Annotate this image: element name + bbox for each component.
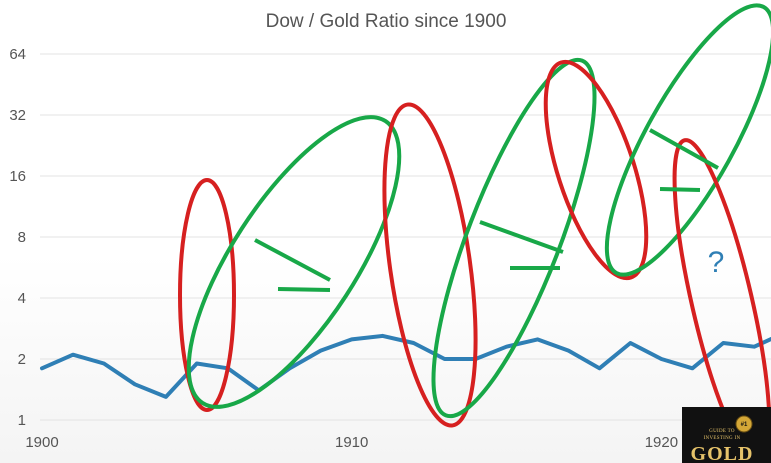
x-tick-label: 1910 [335, 434, 368, 451]
green-tick-2 [479, 220, 564, 254]
green-tick-3-base [659, 187, 701, 192]
logo-line2: INVESTING IN [704, 436, 741, 441]
data-point [319, 349, 323, 353]
y-tick-label: 32 [9, 107, 26, 124]
data-point [443, 357, 447, 361]
annotation-overlays [178, 3, 771, 463]
data-point [195, 361, 199, 366]
data-point [164, 395, 168, 399]
y-tick-label: 4 [18, 290, 26, 307]
logo-line1: GUIDE TO [709, 429, 735, 434]
data-point [566, 349, 571, 353]
data-point [535, 337, 540, 341]
green-tick-3 [649, 128, 719, 170]
x-tick-label: 1920 [645, 434, 678, 451]
gridlines [40, 53, 771, 421]
logo-badge: #1 [741, 422, 748, 428]
data-point [752, 345, 756, 349]
question-mark-annotation: ? [708, 246, 725, 279]
green-ellipse-1935-1965 [186, 115, 402, 409]
y-tick-label: 16 [9, 168, 26, 185]
data-point [40, 366, 44, 370]
data-point [381, 334, 385, 338]
green-tick-1 [254, 238, 331, 282]
data-point [628, 341, 633, 345]
data-point [504, 345, 509, 349]
series-line [40, 333, 771, 399]
x-axis-ticks: 1900191019201930194019501960197019801990… [25, 434, 678, 451]
data-point [690, 366, 694, 370]
y-tick-label: 64 [9, 46, 26, 63]
data-point [412, 341, 416, 345]
logo-word: GOLD [691, 443, 754, 463]
green-ellipse-1980-2000 [431, 57, 597, 419]
data-point [133, 382, 137, 386]
red-ellipse-1930 [178, 178, 236, 412]
data-point [350, 337, 354, 341]
data-point [102, 361, 106, 366]
data-point [71, 353, 75, 357]
y-tick-label: 8 [18, 229, 26, 246]
gold-guide-logo: #1 GUIDE TO INVESTING IN GOLD [682, 407, 771, 463]
red-ellipse-1970s [382, 102, 478, 428]
red-ellipse-future [672, 138, 771, 463]
y-tick-label: 1 [18, 412, 26, 429]
green-tick-1-base [277, 287, 331, 292]
data-point [721, 341, 725, 345]
x-tick-label: 1900 [25, 434, 58, 451]
chart-title: Dow / Gold Ratio since 1900 [266, 11, 507, 32]
y-tick-label: 2 [18, 351, 26, 368]
red-ellipse-2000s [543, 59, 649, 281]
data-point [659, 357, 664, 361]
series-points [40, 334, 756, 399]
data-point [597, 366, 602, 370]
green-ellipse-2010s [604, 3, 771, 277]
y-axis-ticks: 1 2 4 8 16 32 64 [9, 46, 26, 429]
